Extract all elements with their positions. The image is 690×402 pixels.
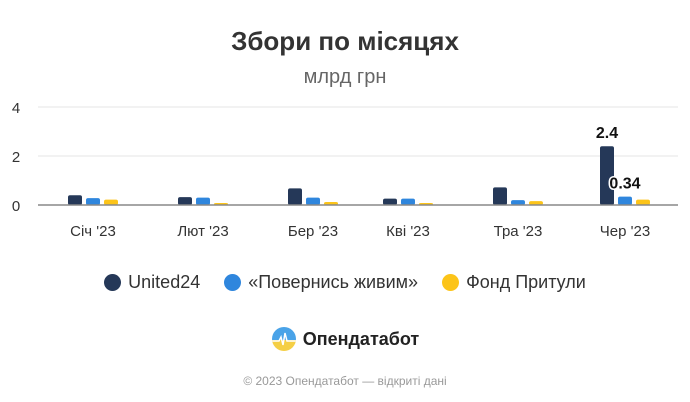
- bar[interactable]: [196, 197, 210, 205]
- legend-item-united24[interactable]: United24: [104, 272, 200, 293]
- bar[interactable]: [288, 188, 302, 205]
- data-label: 0.34: [609, 176, 640, 193]
- legend-label: Фонд Притули: [466, 272, 586, 292]
- bar[interactable]: [68, 195, 82, 205]
- bar[interactable]: [618, 196, 632, 205]
- bar-chart: 0 2 4 Січ '23 Лют '23 Бер '23 Кві '23 Тра '23 Че…: [12, 100, 678, 240]
- y-tick-label: 0: [12, 198, 20, 215]
- chart-title: Збори по місяцях: [231, 26, 459, 56]
- legend-label: United24: [128, 272, 201, 292]
- data-label: 2.4: [596, 125, 618, 142]
- x-tick-label: Лют '23: [177, 223, 228, 240]
- opendatabot-logo-icon: [271, 327, 296, 351]
- bar[interactable]: [306, 197, 320, 205]
- opendatabot-logo: Опендатабот: [0, 326, 690, 352]
- chart-subtitle: млрд грн: [303, 66, 387, 88]
- bar[interactable]: [104, 199, 118, 205]
- x-tick-label: Чер '23: [600, 223, 650, 240]
- x-tick-label: Бер '23: [288, 223, 338, 240]
- y-tick-label: 2: [12, 149, 20, 166]
- legend-item-prytula-fund[interactable]: Фонд Притули: [442, 272, 586, 293]
- bar[interactable]: [636, 199, 650, 205]
- footer-credit: © 2023 Опендатабот — відкриті дані: [243, 374, 447, 388]
- bar[interactable]: [383, 198, 397, 205]
- bar[interactable]: [529, 201, 543, 205]
- legend-dot-icon: [442, 274, 460, 291]
- logo-text: Опендатабот: [302, 328, 420, 349]
- x-tick-label: Січ '23: [70, 223, 116, 240]
- legend-dot-icon: [224, 274, 242, 291]
- x-tick-label: Кві '23: [386, 223, 430, 240]
- bar[interactable]: [493, 187, 507, 205]
- legend-label: «Повернись живим»: [248, 272, 419, 292]
- y-tick-label: 4: [12, 100, 20, 117]
- legend-dot-icon: [104, 274, 122, 291]
- bar[interactable]: [511, 200, 525, 205]
- bar[interactable]: [86, 198, 100, 205]
- legend-item-povernys-zhyvym[interactable]: «Повернись живим»: [224, 272, 418, 293]
- x-tick-label: Тра '23: [494, 223, 543, 240]
- chart-legend: United24 «Повернись живим» Фонд Притули: [0, 272, 690, 293]
- bar[interactable]: [178, 197, 192, 205]
- bar[interactable]: [401, 198, 415, 205]
- bar[interactable]: [600, 146, 614, 205]
